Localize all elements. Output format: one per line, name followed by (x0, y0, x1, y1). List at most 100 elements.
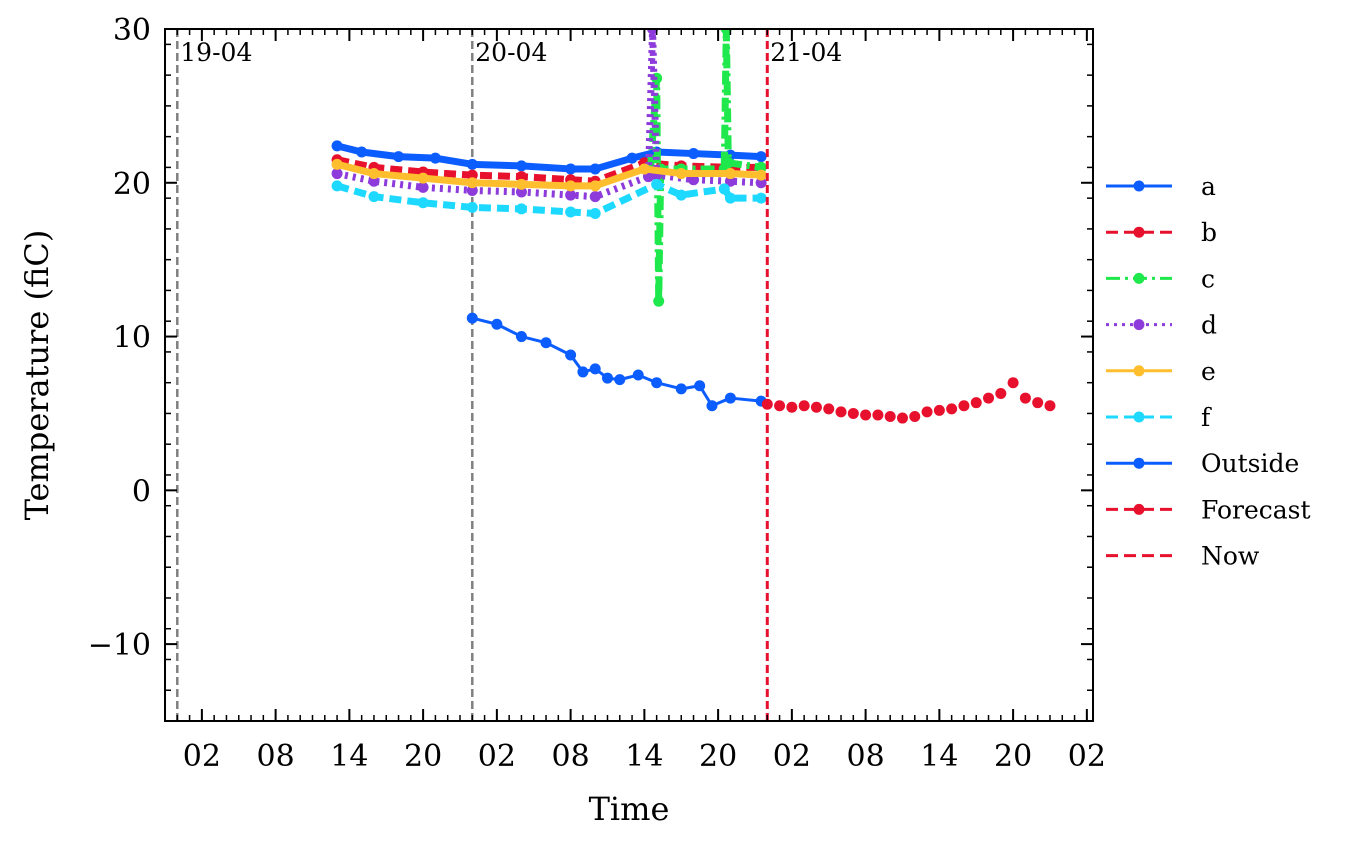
legend-marker-b (1133, 226, 1145, 238)
point-Forecast-4 (810, 401, 822, 413)
x-tick-label: 14 (330, 739, 368, 774)
point-Forecast-20 (1007, 377, 1019, 389)
point-d-0 (331, 168, 343, 180)
legend-marker-e (1133, 365, 1145, 377)
legend-item-Outside: Outside (1106, 449, 1299, 478)
point-f-4 (515, 203, 527, 215)
x-tick-label: 02 (183, 739, 221, 774)
point-d-3 (466, 184, 478, 196)
point-Forecast-17 (970, 397, 982, 409)
y-tick-label: 0 (132, 474, 151, 509)
series-Forecast (761, 377, 1056, 424)
point-Outside-13 (706, 400, 718, 412)
x-tick-label: 14 (920, 739, 958, 774)
point-Outside-10 (651, 377, 663, 389)
point-Outside-12 (694, 380, 706, 392)
point-f-0 (331, 180, 343, 192)
point-a-2 (393, 151, 405, 163)
point-Forecast-1 (774, 400, 786, 412)
legend-marker-Outside (1133, 457, 1145, 469)
y-tick-label: −10 (88, 628, 151, 663)
point-Forecast-14 (933, 404, 945, 416)
point-c-7 (722, 157, 734, 169)
point-f-6 (589, 208, 601, 220)
point-Outside-5 (577, 366, 589, 378)
point-e-9 (724, 168, 736, 180)
point-a-3 (429, 152, 441, 164)
point-a-7 (589, 163, 601, 175)
series-layer (331, 29, 1056, 424)
legend-item-Forecast: Forecast (1106, 495, 1311, 524)
point-a-6 (565, 163, 577, 175)
point-Outside-3 (540, 337, 552, 349)
series-line-Outside (471, 316, 762, 408)
point-f-8 (675, 189, 687, 201)
legend-item-d: d (1106, 311, 1217, 340)
point-Forecast-16 (958, 400, 970, 412)
point-Forecast-6 (835, 406, 847, 418)
x-axis-ticks: 02 08 14 20 02 08 14 20 02 08 14 20 02 (176, 29, 1106, 774)
point-f-9 (718, 183, 730, 195)
point-e-0 (331, 158, 343, 170)
point-d-6 (589, 191, 601, 203)
legend-item-f: f (1106, 403, 1212, 432)
legend-label-Now: Now (1201, 542, 1260, 571)
legend-label-e: e (1201, 357, 1216, 386)
point-a-10 (688, 148, 700, 160)
point-Forecast-7 (847, 407, 859, 419)
legend-item-a: a (1106, 172, 1216, 201)
point-Forecast-18 (983, 392, 995, 404)
legend-marker-a (1133, 180, 1145, 192)
point-f-10 (724, 192, 736, 204)
point-Outside-1 (491, 318, 503, 330)
point-f-3 (466, 201, 478, 213)
point-b-4 (515, 171, 527, 183)
series-c (645, 29, 767, 307)
point-a-12 (755, 151, 767, 163)
point-Forecast-19 (995, 387, 1007, 399)
point-Outside-6 (589, 363, 601, 375)
x-tick-label: 02 (773, 739, 811, 774)
legend-label-c: c (1201, 264, 1215, 293)
x-axis-label: Time (589, 790, 670, 828)
point-Outside-8 (614, 374, 626, 386)
date-label-21-04: 21-04 (770, 38, 842, 67)
date-label-19-04: 19-04 (180, 38, 252, 67)
point-b-3 (466, 169, 478, 181)
x-tick-label: 20 (699, 739, 737, 774)
point-f-7 (651, 178, 663, 190)
point-Forecast-9 (872, 409, 884, 421)
legend-label-a: a (1201, 172, 1216, 201)
x-tick-label: 02 (478, 739, 516, 774)
point-e-3 (466, 177, 478, 189)
point-Forecast-12 (909, 411, 921, 423)
series-a (331, 140, 767, 175)
legend-label-b: b (1201, 218, 1217, 247)
point-e-1 (368, 168, 380, 180)
point-c-2 (653, 295, 665, 307)
x-tick-label: 20 (404, 739, 442, 774)
series-line-f (336, 180, 762, 218)
point-d-2 (417, 181, 429, 193)
legend-label-Outside: Outside (1201, 449, 1299, 478)
x-tick-label: 08 (552, 739, 590, 774)
legend-marker-f (1133, 411, 1145, 423)
point-a-8 (626, 152, 638, 164)
point-d-5 (565, 189, 577, 201)
point-e-4 (515, 178, 527, 190)
x-tick-label: 08 (257, 739, 295, 774)
point-Outside-9 (632, 369, 644, 381)
legend-item-c: c (1106, 264, 1215, 293)
point-Outside-4 (565, 349, 577, 361)
legend-label-Forecast: Forecast (1201, 495, 1311, 524)
y-tick-label: 20 (113, 167, 151, 202)
point-c-6 (720, 29, 732, 35)
series-f (331, 178, 767, 220)
legend-label-d: d (1201, 311, 1217, 340)
point-Outside-2 (515, 331, 527, 343)
point-a-0 (331, 140, 343, 152)
point-Forecast-11 (896, 412, 908, 424)
y-tick-label: 10 (113, 321, 151, 356)
point-e-5 (565, 180, 577, 192)
x-tick-label: 14 (625, 739, 663, 774)
